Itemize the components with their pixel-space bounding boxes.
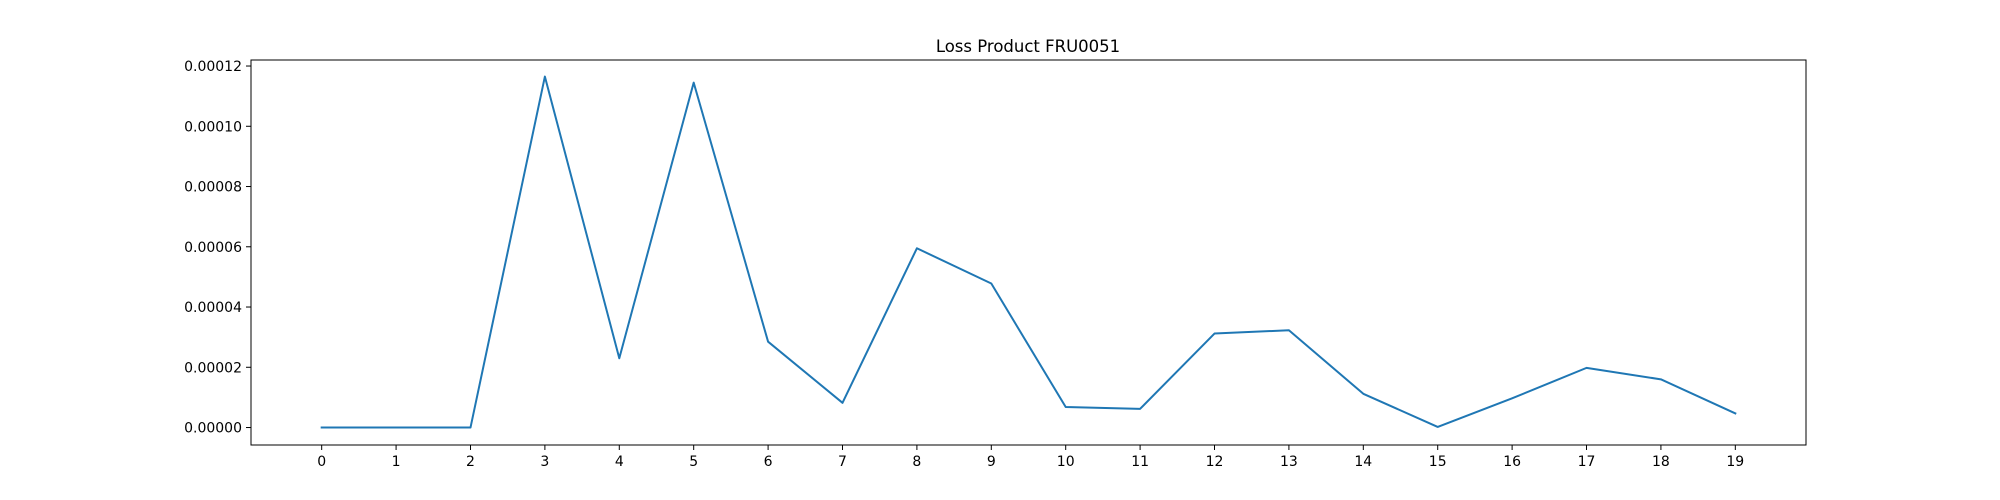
x-tick-label: 11 — [1131, 454, 1149, 470]
x-tick-label: 14 — [1354, 454, 1372, 470]
x-tick-label: 3 — [540, 454, 549, 470]
plot-frame — [250, 59, 1807, 446]
x-tick-label: 10 — [1057, 454, 1075, 470]
x-tick-label: 13 — [1280, 454, 1298, 470]
x-tick-label: 0 — [317, 454, 326, 470]
x-tick-label: 7 — [838, 454, 847, 470]
x-tick-label: 5 — [689, 454, 698, 470]
x-tick-label: 17 — [1578, 454, 1596, 470]
x-tick-label: 18 — [1652, 454, 1670, 470]
y-tick-label: 0.00004 — [184, 300, 242, 316]
x-tick-label: 6 — [764, 454, 773, 470]
x-tick-label: 1 — [392, 454, 401, 470]
x-tick-label: 15 — [1429, 454, 1447, 470]
series-line — [320, 75, 1737, 429]
y-tick-label: 0.00010 — [184, 119, 242, 135]
x-tick-label: 8 — [912, 454, 921, 470]
chart-title: Loss Product FRU0051 — [936, 37, 1120, 56]
x-tick-label: 4 — [615, 454, 624, 470]
x-tick-label: 16 — [1503, 454, 1521, 470]
x-tick-label: 19 — [1726, 454, 1744, 470]
x-tick-label: 2 — [466, 454, 475, 470]
y-tick-label: 0.00000 — [184, 421, 242, 437]
y-tick-label: 0.00006 — [184, 240, 242, 256]
series-layer — [320, 75, 1737, 429]
x-tick-label: 9 — [987, 454, 996, 470]
y-tick-label: 0.00012 — [184, 59, 242, 75]
y-tick-label: 0.00002 — [184, 360, 242, 376]
y-tick-label: 0.00008 — [184, 180, 242, 196]
x-tick-label: 12 — [1206, 454, 1224, 470]
axes: 0 1 2 3 4 5 6 7 8 9 10 11 12 13 14 15 16 17 18 190.000000.0… — [184, 59, 1744, 470]
